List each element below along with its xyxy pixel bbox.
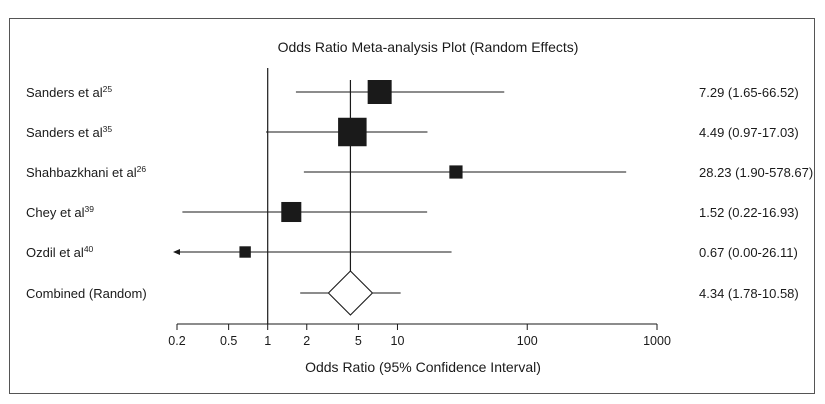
x-tick-label: 1 [264,334,271,348]
study-or-value: 1.52 (0.22-16.93) [699,205,799,220]
plot-frame [9,18,815,394]
study-or-value: 28.23 (1.90-578.67) [699,165,813,180]
combined-or-value: 4.34 (1.78-10.58) [699,286,799,301]
study-label: Chey et al39 [26,204,94,220]
study-or-value: 4.49 (0.97-17.03) [699,125,799,140]
study-row: Sanders et al25 7.29 (1.65-66.52) [26,80,799,104]
point-estimate-box [338,117,367,147]
study-label: Sanders et al35 [26,124,112,140]
study-or-value: 7.29 (1.65-66.52) [699,85,799,100]
combined-row: Combined (Random) 4.34 (1.78-10.58) [26,270,799,316]
point-estimate-box [239,246,251,258]
x-tick-label: 5 [355,334,362,348]
x-tick-label: 1000 [643,334,671,348]
study-row: Chey et al39 1.52 (0.22-16.93) [26,201,799,223]
x-axis-label: Odds Ratio (95% Confidence Interval) [305,359,541,375]
x-tick-label: 10 [391,334,405,348]
ci-arrow-left [173,249,180,255]
study-or-value: 0.67 (0.00-26.11) [699,245,798,260]
study-label: Shahbazkhani et al26 [26,164,146,180]
study-label: Sanders et al25 [26,84,112,100]
point-estimate-box [367,80,392,104]
point-estimate-box [449,165,463,179]
x-tick-label: 2 [303,334,310,348]
x-tick-label: 0.5 [220,334,237,348]
study-row: Sanders et al35 4.49 (0.97-17.03) [26,117,799,147]
chart-title: Odds Ratio Meta-analysis Plot (Random Ef… [278,39,579,55]
study-row: Shahbazkhani et al26 28.23 (1.90-578.67) [26,164,813,180]
study-row: Ozdil et al40 0.67 (0.00-26.11) [26,244,798,260]
point-estimate-box [281,201,302,223]
x-tick-label: 100 [517,334,538,348]
combined-label: Combined (Random) [26,286,147,301]
study-label: Ozdil et al40 [26,244,94,260]
combined-diamond [327,270,374,316]
x-tick-label: 0.2 [168,334,185,348]
